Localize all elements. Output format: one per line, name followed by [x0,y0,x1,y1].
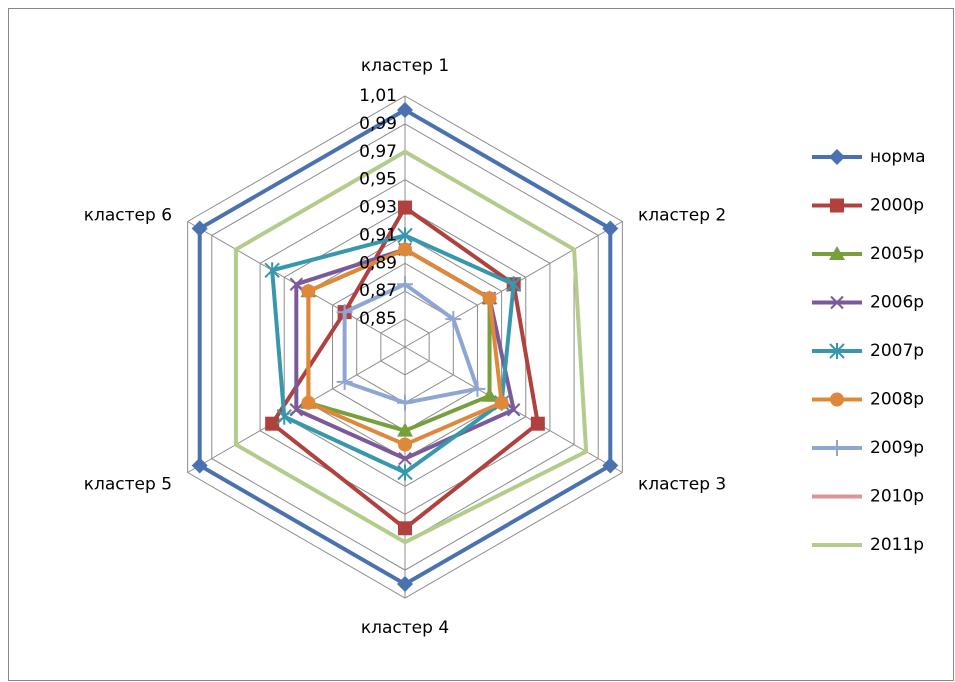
marker [830,295,844,310]
marker [829,440,845,456]
y-tick-label: 0,89 [359,253,397,273]
marker [276,408,292,425]
marker [505,276,522,293]
marker [397,227,413,244]
category-label: кластер 2 [638,206,726,226]
marker [264,262,280,279]
marker [191,457,208,474]
category-label: кластер 3 [638,475,726,495]
legend-label: норма [870,147,926,167]
y-tick-label: 0,87 [359,281,397,301]
marker [191,220,208,237]
legend-label: 2008р [870,390,924,410]
marker [336,373,353,390]
marker [398,437,412,452]
legend-label: 2007р [870,341,924,361]
marker [602,457,619,474]
marker [830,198,844,213]
marker [397,576,413,593]
marker [265,416,280,431]
marker [398,521,412,536]
marker [830,392,844,407]
y-tick-label: 0,93 [359,198,397,218]
y-tick-label: 0,99 [359,114,397,134]
legend-label: 2000р [870,196,924,216]
marker [301,395,316,410]
marker [398,451,412,466]
marker [301,284,316,299]
series-line [233,149,589,545]
category-label: кластер 4 [361,618,449,638]
marker [397,276,413,293]
y-tick-label: 0,85 [359,309,397,329]
marker [398,200,412,215]
y-tick-label: 0,95 [359,170,397,190]
category-label: кластер 5 [84,475,172,495]
chart-frame [8,8,954,681]
legend-label: 2005р [870,244,924,264]
legend-label: 2010р [870,487,924,507]
marker [494,395,509,410]
marker [397,464,413,481]
marker [289,277,304,291]
marker [397,422,413,437]
marker [336,304,353,321]
marker [445,311,462,328]
marker [469,380,486,397]
y-tick-label: 0,91 [359,225,397,245]
category-label: кластер 1 [361,56,449,76]
marker [602,220,619,237]
legend-label: 2006р [870,293,924,313]
marker [482,291,497,306]
legend-label: 2011р [870,535,924,555]
marker [506,403,521,417]
category-label: кластер 6 [84,206,172,226]
legend-label: 2009р [870,438,924,458]
marker [829,246,845,260]
marker [397,394,413,411]
marker [829,149,845,165]
marker [289,403,304,417]
marker [398,242,412,257]
marker [829,343,845,359]
marker [397,101,413,118]
marker [530,416,545,431]
marker [481,387,498,402]
y-tick-label: 1,01 [359,86,397,106]
y-tick-label: 0,97 [359,142,397,162]
